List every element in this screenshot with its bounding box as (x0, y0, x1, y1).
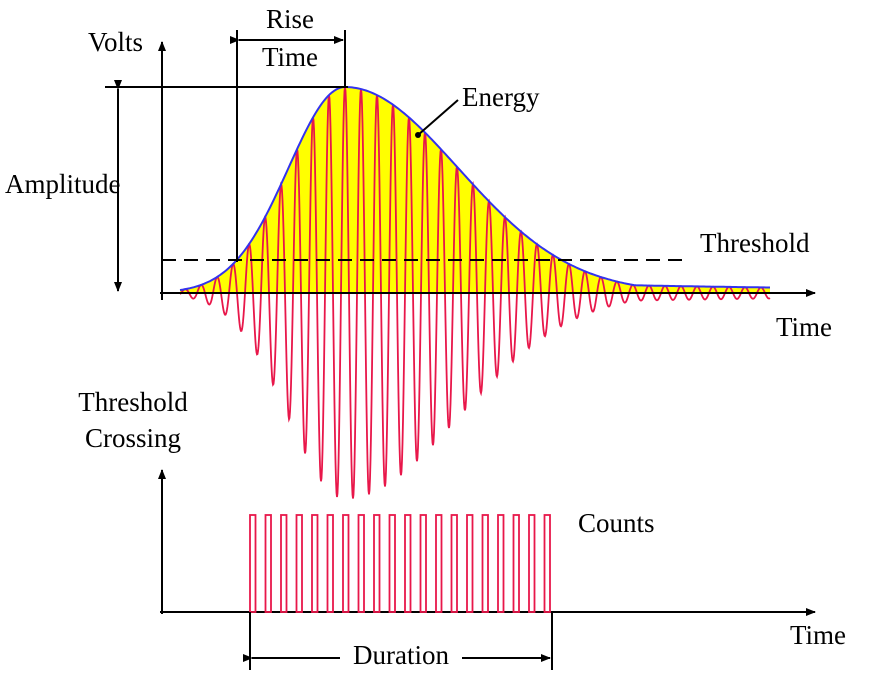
time-label-bottom: Time (790, 620, 846, 650)
threshold-label: Threshold (700, 228, 810, 258)
pulse (512, 514, 520, 613)
signal (179, 86, 771, 499)
counts-pulses (249, 514, 551, 613)
pulse (543, 514, 551, 613)
pulse (419, 514, 427, 613)
pulse (311, 514, 319, 613)
pulse (342, 514, 350, 613)
pulse (357, 514, 365, 613)
pulse (481, 514, 489, 613)
energy-pointer (417, 99, 459, 136)
pulse (388, 514, 396, 613)
pulse (435, 514, 443, 613)
pulse (497, 514, 505, 613)
energy-label: Energy (462, 82, 540, 112)
envelope (179, 86, 770, 292)
waveform (179, 86, 771, 499)
pulse (466, 514, 474, 613)
energy-dot (415, 132, 421, 138)
pulse (450, 514, 458, 613)
duration-label: Duration (353, 640, 449, 670)
rise-label: Rise (266, 4, 314, 34)
pulse (528, 514, 536, 613)
crossing-label: Crossing (85, 423, 181, 453)
pulse (404, 514, 412, 613)
crossing-label: Threshold (78, 387, 188, 417)
pulse (280, 514, 288, 613)
time-label: Time (776, 312, 832, 342)
pulse (264, 514, 272, 613)
volts-label: Volts (88, 27, 143, 57)
amplitude-label: Amplitude (5, 169, 121, 199)
pulse (326, 514, 334, 613)
pulse (249, 514, 257, 613)
counts-label: Counts (578, 508, 655, 538)
pulse (373, 514, 381, 613)
rise-label: Time (262, 42, 318, 72)
pulse (295, 514, 303, 613)
